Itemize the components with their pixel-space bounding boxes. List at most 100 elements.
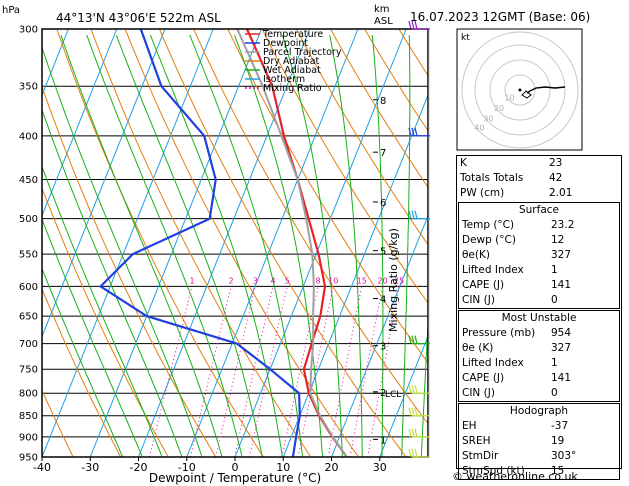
surface-row: CIN (J) 0 xyxy=(459,293,619,308)
row-value: -37 xyxy=(551,420,569,432)
km-tick-label: 5 xyxy=(380,247,386,258)
mixing-ratio-line xyxy=(234,286,274,457)
asl-label: ASL xyxy=(374,16,393,27)
dry-adiabat xyxy=(295,29,428,246)
row-value: 1 xyxy=(551,264,558,276)
mu-row: CIN (J) 0 xyxy=(459,386,619,401)
row-value: 141 xyxy=(551,372,572,384)
wind-barb-flag xyxy=(411,127,415,136)
most-unstable-box: Most Unstable Pressure (mb) 954 θe (K) 327… xyxy=(458,310,620,402)
wind-barb-flag xyxy=(411,428,415,438)
isotherm-line xyxy=(186,29,359,457)
wet-adiabat xyxy=(189,34,304,457)
wind-barb-flag xyxy=(408,20,412,30)
km-tick-label: 1 xyxy=(380,435,386,446)
index-value: 2.01 xyxy=(549,187,573,199)
row-value: 19 xyxy=(551,435,565,447)
surface-box: Surface Temp (°C) 23.2 Dewp (°C) 12 θe(K) 3… xyxy=(458,202,620,309)
row-value: 327 xyxy=(551,342,572,354)
pressure-tick-label: 900 xyxy=(19,432,38,443)
footer-credit[interactable]: © weatheronline.co.uk xyxy=(452,470,578,483)
row-label: Dewp (°C) xyxy=(462,234,516,246)
row-value: 954 xyxy=(551,327,572,339)
row-label: CAPE (J) xyxy=(462,279,505,291)
wind-barbs xyxy=(408,20,430,458)
surface-row: Dewp (°C) 12 xyxy=(459,233,619,248)
hodograph-trace xyxy=(526,86,566,94)
row-label: CIN (J) xyxy=(462,294,495,306)
hodograph-ring-label: 40 xyxy=(474,124,484,133)
row-value: 12 xyxy=(551,234,565,246)
row-label: θe (K) xyxy=(462,342,494,354)
row-label: Lifted Index xyxy=(462,264,524,276)
profile-series xyxy=(99,29,348,457)
wet-adiabat xyxy=(149,34,283,457)
row-value: 0 xyxy=(551,387,558,399)
hodo-row: SREH 19 xyxy=(459,434,619,449)
isotherm-line xyxy=(42,29,214,457)
dry-adiabat xyxy=(42,287,122,457)
row-label: θe(K) xyxy=(462,249,490,261)
hodograph-title: Hodograph xyxy=(509,405,569,417)
row-label: StmSpd (kt) xyxy=(462,465,525,477)
mixing-ratio-label: 15 xyxy=(357,276,367,285)
surface-row: Lifted Index 1 xyxy=(459,263,619,278)
wind-barb-flag xyxy=(411,335,415,344)
km-tick-label: 7 xyxy=(380,148,386,159)
pressure-tick-label: 850 xyxy=(19,411,38,422)
mixing-ratio-label: 3 xyxy=(253,276,258,285)
index-pw: PW (cm) 2.01 xyxy=(457,186,621,201)
wind-barb-flag xyxy=(414,407,418,416)
pressure-tick-label: 800 xyxy=(19,389,38,400)
pressure-tick-label: 300 xyxy=(19,25,38,36)
wind-barb-flag xyxy=(408,407,412,416)
row-value: 15 xyxy=(551,465,565,477)
x-axis-label: Dewpoint / Temperature (°C) xyxy=(149,471,321,485)
wind-barb-flag xyxy=(411,407,415,416)
pressure-tick-label: 600 xyxy=(19,282,38,293)
wet-adiabat xyxy=(42,217,143,457)
wind-barb-flag xyxy=(411,448,415,458)
pressure-tick-label: 400 xyxy=(19,131,38,142)
isotherm-line xyxy=(331,214,428,457)
row-label: Pressure (mb) xyxy=(462,327,536,339)
hodograph-ring-label: 20 xyxy=(494,104,504,113)
mixing-ratio-label: 1 xyxy=(189,276,194,285)
km-tick-label: 3 xyxy=(380,342,386,353)
x-tick-label: 30 xyxy=(373,461,387,474)
hodograph-ring-label: 10 xyxy=(504,94,514,103)
lcl-label: LCL xyxy=(385,390,401,400)
mu-row: θe (K) 327 xyxy=(459,341,619,356)
pressure-tick-label: 500 xyxy=(19,214,38,225)
wind-barb-flag xyxy=(408,127,412,136)
pressure-tick-label: 650 xyxy=(19,312,38,323)
location-title: 44°13'N 43°06'E 522m ASL xyxy=(56,11,221,25)
x-tick-label: -40 xyxy=(33,461,51,474)
wet-adiabat xyxy=(42,46,203,457)
isotherm-line xyxy=(138,29,311,457)
wet-adiabat xyxy=(115,34,263,457)
km-tick-label: 2 xyxy=(380,388,386,399)
dry-adiabat xyxy=(193,29,428,425)
surface-row: θe(K) 327 xyxy=(459,248,619,263)
row-value: 141 xyxy=(551,279,572,291)
legend-entry: Dewpoint xyxy=(263,38,308,49)
mixing-ratio-line xyxy=(349,286,384,457)
wind-barb-flag xyxy=(408,428,412,438)
pressure-tick-label: 450 xyxy=(19,175,38,186)
km-tick-label: 4 xyxy=(380,295,386,306)
x-tick-label: 20 xyxy=(325,461,339,474)
isotherm-line xyxy=(89,29,262,457)
hpa-label: hPa xyxy=(2,5,20,16)
isotherm-line xyxy=(379,335,428,457)
wet-adiabat xyxy=(371,35,384,457)
mixing-ratio-label: 8 xyxy=(316,276,321,285)
pressure-tick-label: 550 xyxy=(19,250,38,261)
hodo-row: StmDir 303° xyxy=(459,449,619,464)
wet-adiabat xyxy=(60,34,223,457)
index-k: K 23 xyxy=(457,156,621,171)
pressure-tick-label: 700 xyxy=(19,339,38,350)
